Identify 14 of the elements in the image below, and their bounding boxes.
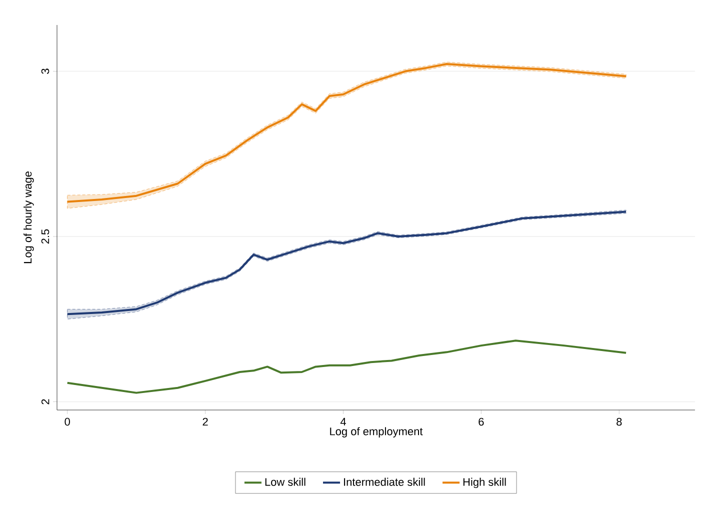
x-tick-label: 8: [616, 418, 622, 426]
x-tick-label: 2: [202, 418, 208, 426]
x-tick-label: 6: [478, 418, 484, 426]
y-tick-label: 2: [41, 399, 50, 404]
legend-label: Intermediate skill: [344, 478, 425, 486]
x-tick-label: 0: [64, 418, 70, 426]
x-tick-label: 4: [340, 418, 346, 426]
x-axis-title: Log of employment: [330, 427, 423, 438]
y-tick-label: 3: [41, 68, 50, 74]
y-tick-label: 2.5: [41, 229, 50, 244]
legend-label: Low skill: [265, 478, 306, 486]
line-series: [66, 340, 628, 394]
legend-label: High skill: [463, 478, 506, 488]
y-axis-title: Log of hourly wage: [24, 172, 34, 264]
